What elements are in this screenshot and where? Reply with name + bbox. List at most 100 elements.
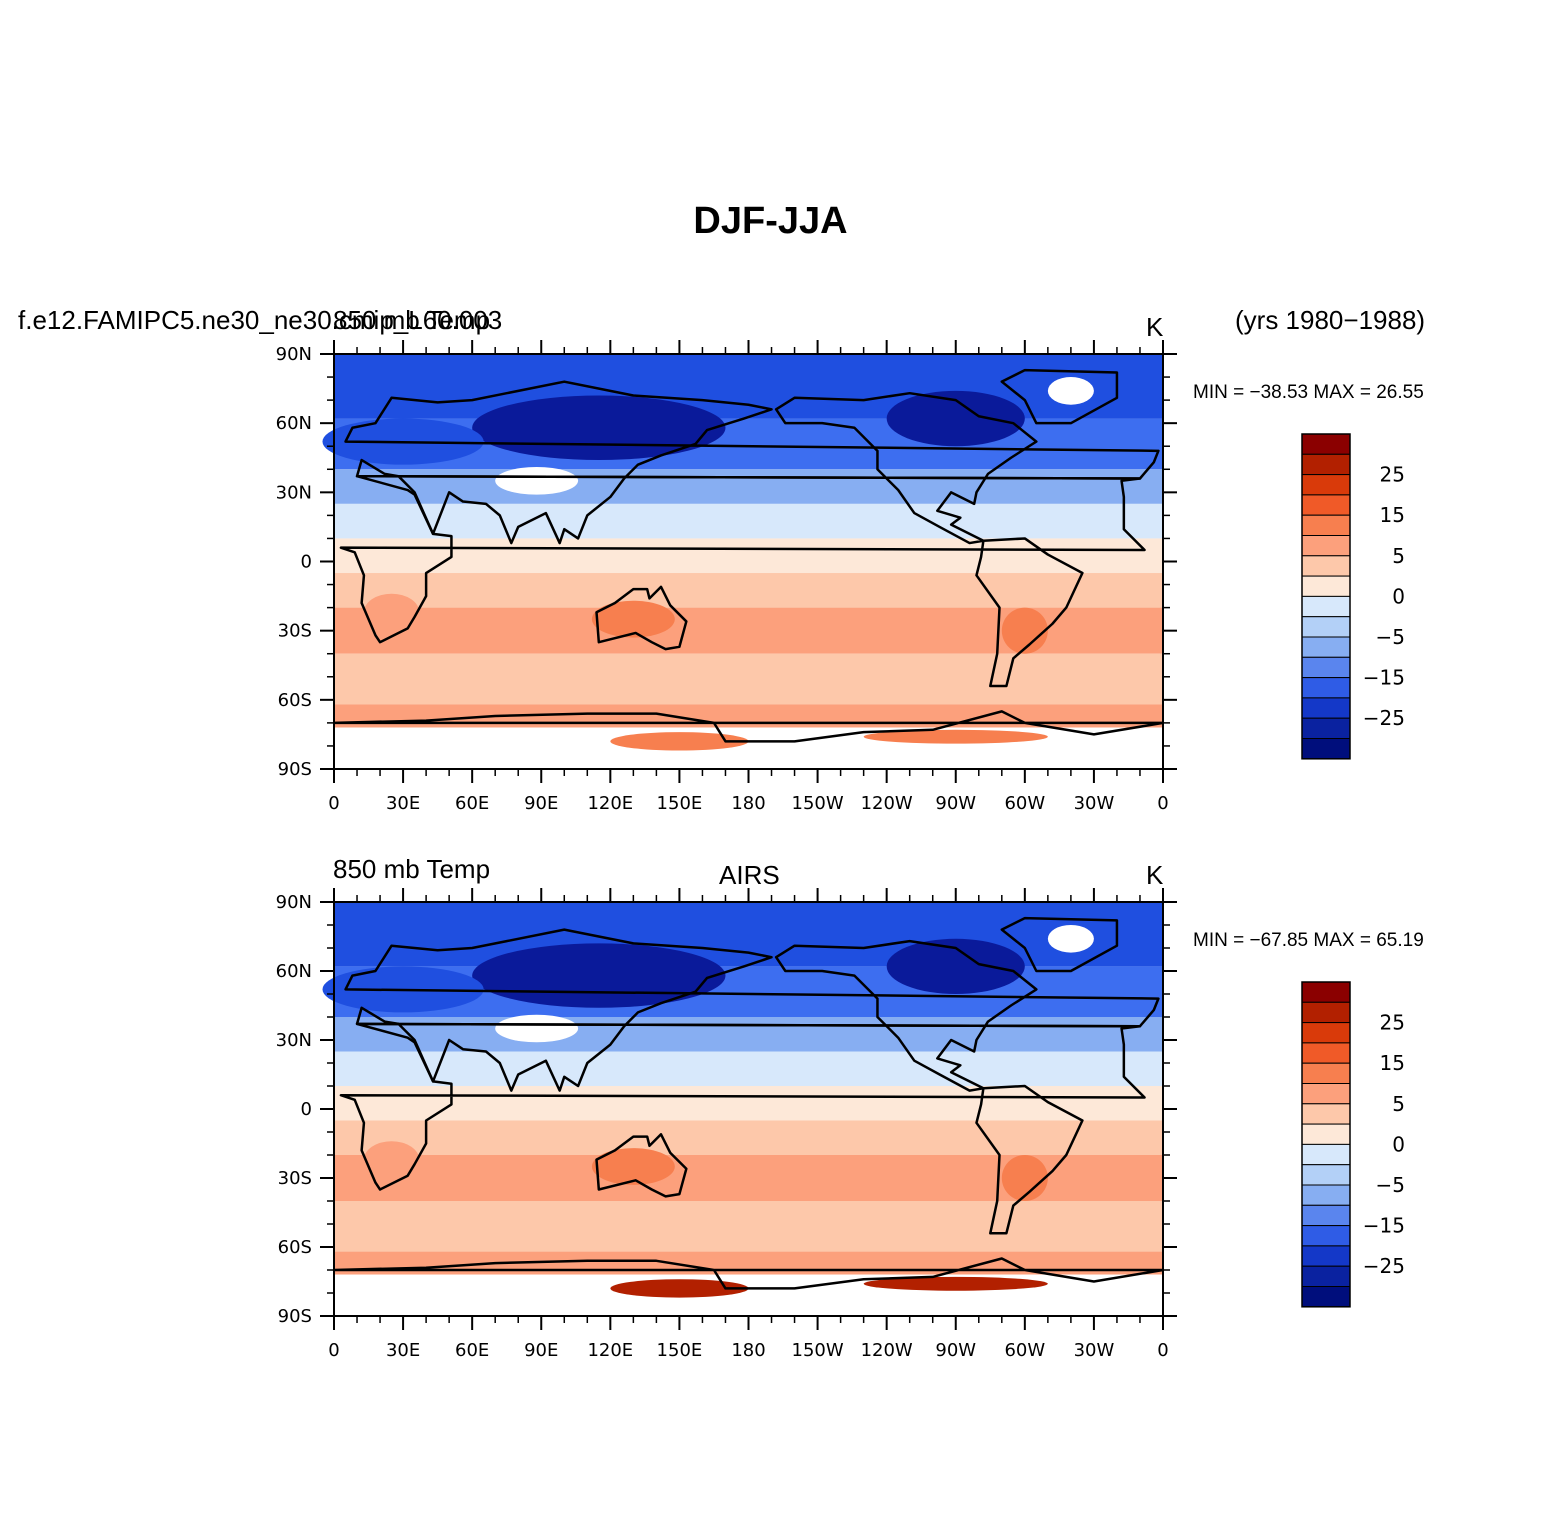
colorbar-swatch — [1301, 656, 1351, 679]
colorbar-swatch — [1301, 1143, 1351, 1166]
cold-anomaly-siberia — [472, 943, 726, 1008]
lat-tick-label: 60N — [276, 413, 312, 434]
colorbar-label: −5 — [1376, 625, 1405, 649]
coastline-greenland — [1000, 916, 1119, 973]
warm-anomaly-antarctica — [610, 1279, 749, 1298]
lon-tick-label: 180 — [731, 793, 765, 814]
warm-anomaly-africa — [363, 593, 420, 631]
lat-tick-label: 90N — [276, 344, 312, 365]
coastline-antarctica-coast — [332, 710, 1165, 743]
panel2-min-max: MIN = −67.85 MAX = 65.19 — [1193, 930, 1424, 951]
field-band — [334, 653, 1163, 705]
lon-tick-label: 60E — [455, 793, 489, 814]
lon-tick-label: 90E — [524, 793, 558, 814]
colorbar-swatch — [1301, 1042, 1351, 1064]
lon-tick-label: 60E — [455, 1340, 489, 1361]
field-band — [334, 1201, 1163, 1252]
colorbar-swatch — [1301, 433, 1351, 455]
warm-anomaly-south-america — [1001, 607, 1048, 654]
field-band — [334, 1086, 1163, 1121]
warm-anomaly-south-america — [1001, 1155, 1048, 1201]
colorbar-swatch — [1301, 1001, 1351, 1024]
lon-tick-label: 90W — [935, 793, 976, 814]
lon-tick-label: 120W — [861, 793, 913, 814]
coastline-greenland — [1000, 368, 1119, 425]
field-band — [334, 573, 1163, 608]
colorbar-label: −25 — [1363, 706, 1405, 730]
lon-tick-label: 0 — [1157, 793, 1168, 814]
field-band — [334, 902, 1163, 967]
years-label: (yrs 1980−1988) — [1235, 305, 1426, 335]
warm-anomaly-africa — [363, 1141, 420, 1178]
lat-tick-label: 60N — [276, 961, 312, 982]
coastline-south-america — [975, 1084, 1084, 1235]
colorbar-swatch — [1301, 514, 1351, 537]
coastline-africa — [339, 1022, 1146, 1191]
colorbar-label: −15 — [1363, 666, 1405, 690]
coastline-south-america — [975, 537, 1084, 688]
colorbar-swatch — [1301, 1123, 1351, 1145]
lat-tick-label: 90N — [276, 892, 312, 913]
panel2-variable-label: 850 mb Temp — [333, 854, 491, 884]
colorbar-swatch — [1301, 1062, 1351, 1084]
colorbar-swatch — [1301, 555, 1351, 577]
colorbar-label: 0 — [1392, 584, 1405, 608]
coastline-north-america — [774, 939, 1038, 1092]
colorbar-1: 25 15 5 0 −5 −15 −25 — [1301, 433, 1405, 760]
lon-tick-label: 30E — [386, 1340, 420, 1361]
panel2-dataset-label: AIRS — [719, 860, 780, 890]
field-band — [334, 538, 1163, 574]
panel1-unit-label: K — [1146, 312, 1164, 342]
colorbar-swatch — [1301, 1184, 1351, 1206]
lon-tick-label: 0 — [328, 793, 339, 814]
colorbar-swatch — [1301, 535, 1351, 557]
panel1-min-max: MIN = −38.53 MAX = 26.55 — [1193, 382, 1424, 403]
colorbar-frame — [1301, 981, 1351, 1308]
colorbar-2: 25 15 5 0 −5 −15 −25 — [1301, 981, 1405, 1308]
warm-anomaly-antarctica — [863, 1276, 1048, 1291]
colorbar-frame — [1301, 433, 1351, 760]
colorbar-swatch — [1301, 595, 1351, 618]
lon-tick-label: 30W — [1074, 1340, 1115, 1361]
colorbar-swatch — [1301, 1164, 1351, 1186]
colorbar-swatch — [1301, 616, 1351, 638]
colorbar-label: −15 — [1363, 1214, 1405, 1238]
colorbar-swatch — [1301, 1225, 1351, 1247]
panel2-unit-label: K — [1146, 860, 1164, 890]
coastline-antarctica-coast — [332, 1257, 1165, 1290]
lon-tick-label: 150W — [792, 793, 844, 814]
lon-tick-label: 30E — [386, 793, 420, 814]
coastline-australia — [595, 1133, 688, 1198]
colorbar-swatch — [1301, 474, 1351, 496]
coastline-north-america — [774, 391, 1038, 545]
colorbar-label: 25 — [1380, 1011, 1405, 1035]
colorbar-swatch — [1301, 636, 1351, 658]
colorbar-swatch — [1301, 1083, 1351, 1105]
map-panel-2: 90N 60N 30N 0 30S 60S 90S 0 30E 60E 90E 120E 150E 180… — [276, 888, 1177, 1361]
main-title: DJF-JJA — [693, 200, 848, 242]
lon-tick-label: 90W — [935, 1340, 976, 1361]
lon-tick-label: 60W — [1004, 793, 1045, 814]
colorbar-label: 15 — [1380, 503, 1405, 527]
map-panel-1: 90N 60N 30N 0 30S 60S 90S 0 30E 60E 90E 120E 150E 180… — [276, 340, 1177, 814]
lon-tick-label: 120W — [861, 1340, 913, 1361]
missing-data-greenland — [1047, 925, 1094, 953]
field-band — [334, 469, 1163, 504]
lon-tick-label: 150W — [792, 1340, 844, 1361]
colorbar-swatch — [1301, 453, 1351, 476]
colorbar-swatch — [1301, 677, 1351, 699]
lon-tick-label: 150E — [657, 793, 703, 814]
lat-tick-label: 30S — [278, 621, 312, 642]
lon-tick-label: 90E — [524, 1340, 558, 1361]
colorbar-swatch — [1301, 1245, 1351, 1267]
coastline-australia — [595, 585, 688, 651]
colorbar-label: 5 — [1392, 1092, 1405, 1116]
coastline-eurasia — [344, 380, 1160, 545]
panel1-variable-label: 850 mb Temp — [333, 305, 491, 335]
lat-tick-label: 60S — [278, 1237, 312, 1258]
lon-tick-label: 180 — [731, 1340, 765, 1361]
lat-tick-label: 90S — [278, 759, 312, 780]
cold-anomaly-canada — [886, 390, 1025, 447]
colorbar-label: −25 — [1363, 1254, 1405, 1278]
